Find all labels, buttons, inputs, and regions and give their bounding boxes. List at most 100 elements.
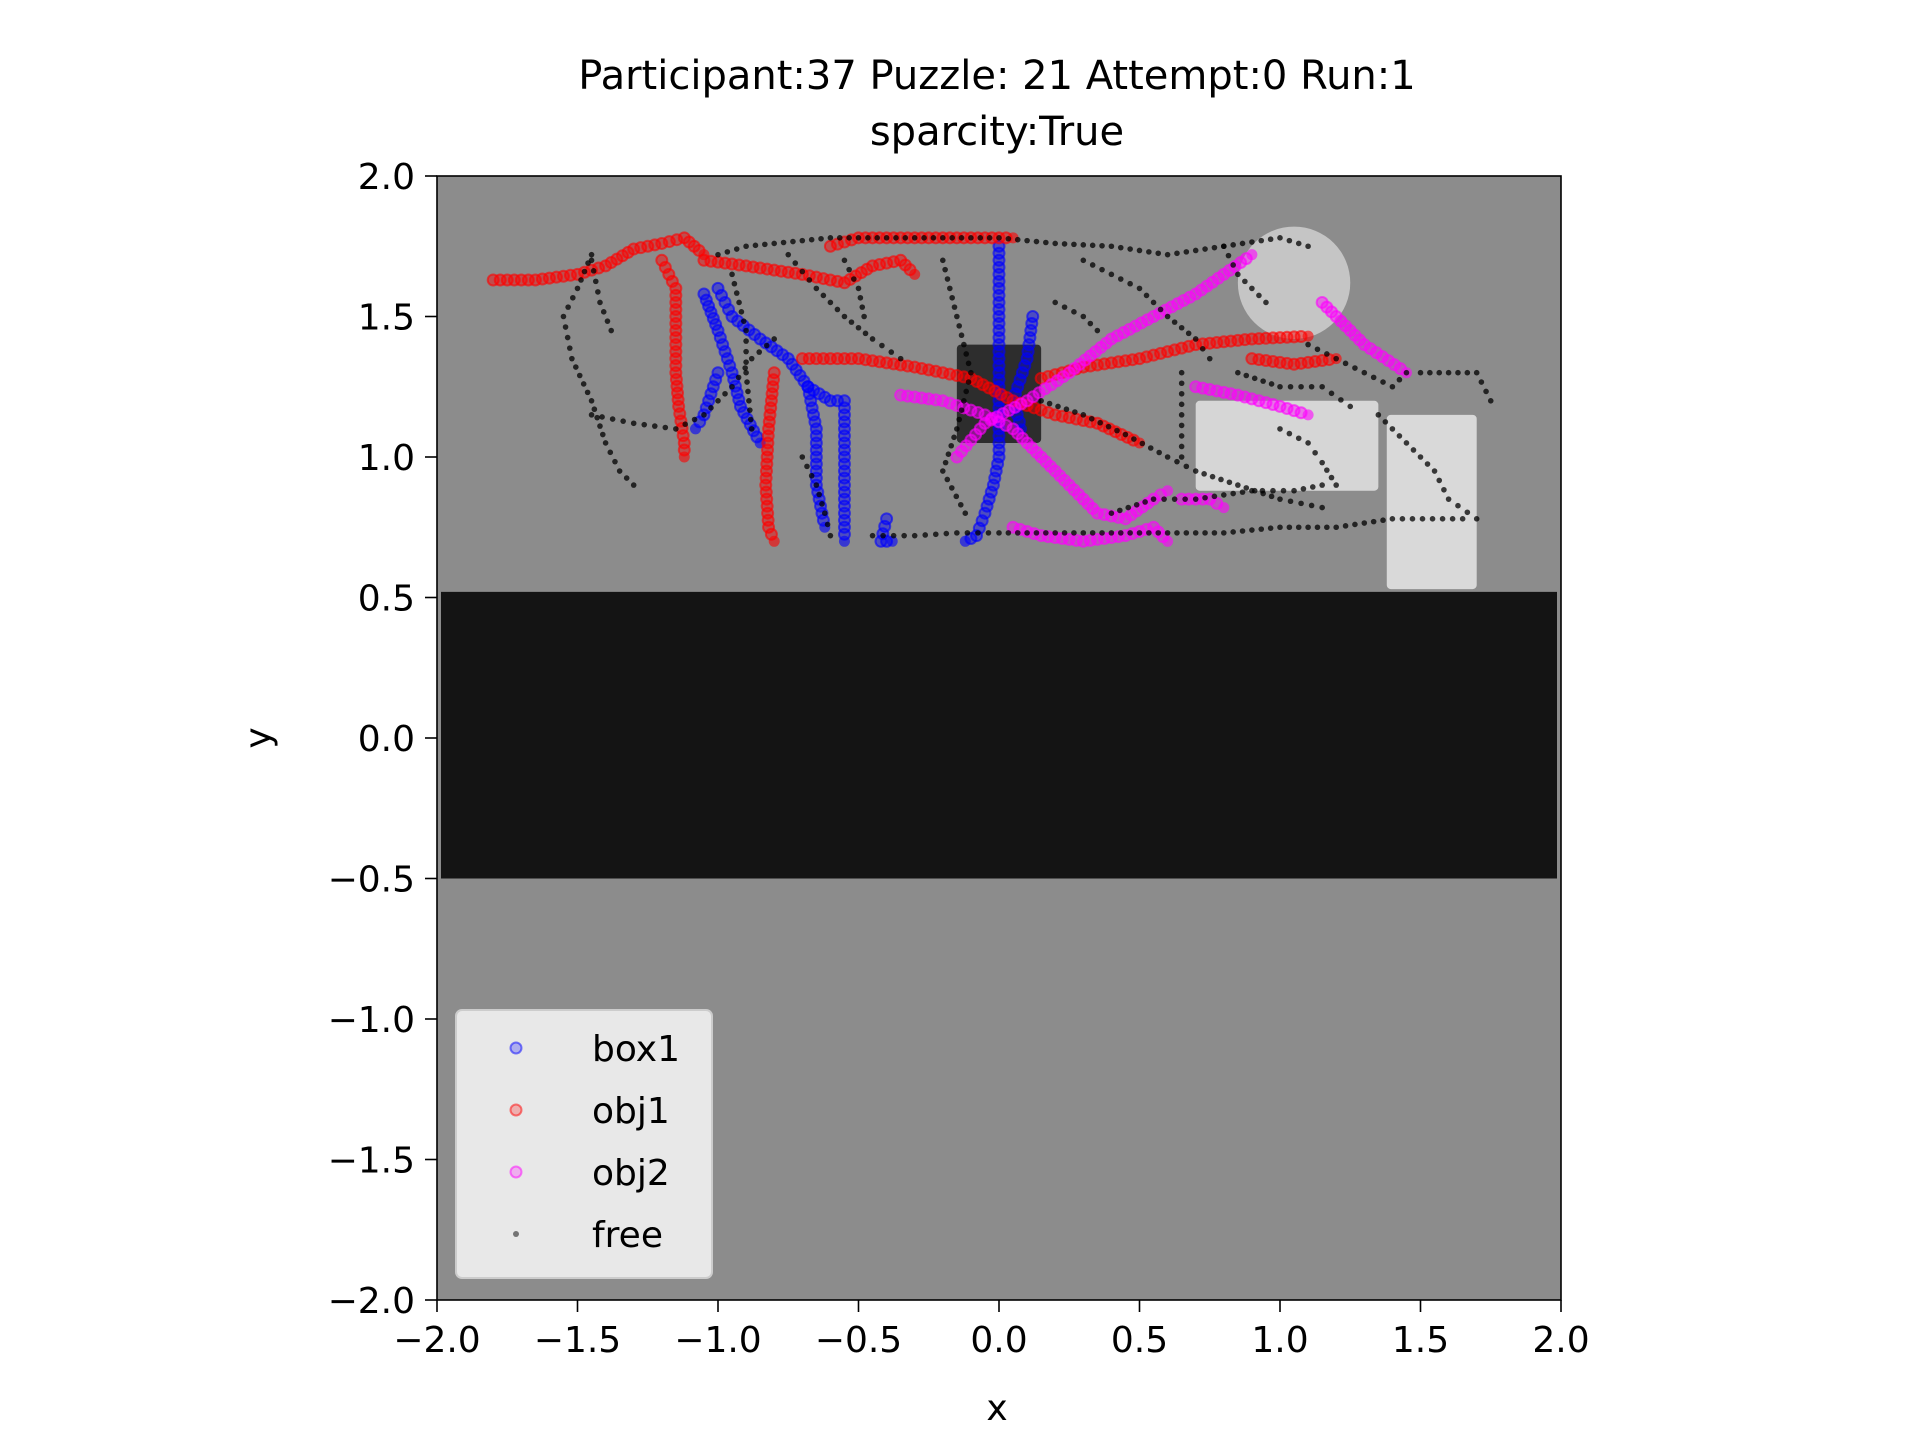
point-free (1409, 516, 1416, 522)
point-free (799, 454, 806, 460)
chart-title: Participant:37 Puzzle: 21 Attempt:0 Run:… (578, 53, 1415, 99)
point-free (743, 327, 749, 334)
point-free (597, 299, 603, 306)
point-free (746, 398, 752, 404)
x-tick-label: −2.0 (393, 1320, 480, 1361)
point-free (1473, 369, 1480, 376)
obstacle-light-box (1386, 414, 1477, 590)
point-free (673, 426, 679, 432)
x-tick-label: 1.5 (1392, 1320, 1449, 1361)
point-free (869, 336, 876, 342)
point-free (612, 458, 618, 465)
point-free (944, 476, 951, 483)
point-free (1243, 372, 1250, 379)
legend-marker (513, 1231, 519, 1237)
point-free (1256, 292, 1262, 299)
point-free (901, 532, 907, 539)
point-free (1136, 247, 1143, 254)
point-free (963, 351, 970, 357)
point-free (1099, 530, 1105, 536)
point-free (1319, 459, 1325, 466)
point-free (1108, 243, 1115, 250)
point-free (578, 277, 584, 283)
point-free (1089, 262, 1096, 268)
point-box1 (720, 352, 734, 366)
point-free (580, 381, 587, 387)
point-free (1309, 484, 1316, 490)
x-tick-label: 0.0 (970, 1320, 1027, 1361)
point-free (1267, 236, 1274, 243)
point-free (1267, 525, 1274, 531)
point-free (1108, 271, 1115, 278)
point-free (1174, 458, 1180, 465)
point-free (846, 266, 852, 273)
point-box1 (722, 302, 736, 316)
point-free (911, 532, 918, 539)
point-free (1024, 530, 1030, 536)
point-free (1249, 239, 1255, 245)
legend-marker (509, 1041, 523, 1055)
legend-marker (509, 1103, 523, 1117)
point-free (1033, 238, 1040, 245)
point-free (1080, 530, 1087, 536)
point-free (1178, 401, 1185, 408)
point-free (846, 235, 852, 241)
point-free (890, 532, 897, 539)
point-free (1319, 383, 1325, 390)
point-free (1314, 346, 1321, 353)
y-tick-label: −1.5 (328, 1141, 415, 1182)
point-free (1263, 299, 1269, 306)
point-free (940, 235, 946, 241)
point-free (1052, 530, 1058, 536)
point-free (1099, 242, 1105, 249)
point-free (738, 309, 745, 315)
point-free (691, 416, 698, 423)
point-free (771, 240, 777, 247)
point-free (740, 318, 747, 324)
point-free (588, 257, 595, 264)
point-free (1427, 369, 1433, 376)
point-free (1114, 427, 1120, 434)
point-free (607, 449, 614, 456)
point-free (744, 379, 750, 385)
point-free (1319, 482, 1325, 488)
point-free (859, 304, 866, 310)
point-free (1225, 252, 1232, 259)
point-free (996, 530, 1002, 536)
point-free (792, 260, 799, 266)
legend-label: free (592, 1215, 663, 1256)
point-free (771, 336, 777, 342)
point-box1 (711, 324, 725, 338)
point-free (1324, 351, 1330, 357)
point-free (964, 530, 971, 536)
point-free (743, 243, 749, 250)
point-free (956, 416, 962, 423)
dark-band (441, 591, 1557, 879)
point-free (1235, 369, 1241, 376)
point-free (1487, 398, 1494, 404)
point-free (1230, 262, 1236, 268)
point-free (861, 313, 867, 320)
point-free (1298, 383, 1304, 390)
point-free (747, 416, 754, 423)
point-free (743, 359, 749, 365)
point-free (1218, 476, 1224, 483)
point-free (799, 268, 806, 275)
point-free (1230, 242, 1236, 248)
point-free (902, 235, 909, 241)
point-free (1239, 528, 1246, 534)
point-free (1125, 504, 1132, 511)
point-free (862, 330, 869, 337)
point-free (1352, 521, 1358, 528)
point-free (1089, 530, 1096, 536)
point-free (1072, 409, 1078, 415)
point-free (630, 482, 637, 488)
point-free (581, 268, 588, 275)
point-free (855, 324, 862, 331)
point-free (1080, 313, 1087, 320)
point-free (1396, 433, 1403, 439)
point-free (968, 369, 974, 376)
point-free (1473, 516, 1480, 522)
point-free (1171, 319, 1178, 325)
point-free (745, 388, 751, 395)
